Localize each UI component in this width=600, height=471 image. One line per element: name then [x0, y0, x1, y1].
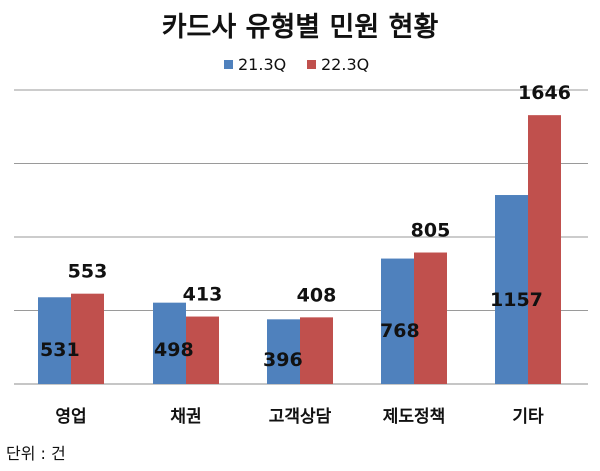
bar-21-3Q-4	[495, 195, 528, 384]
bar-22-3Q-0	[71, 293, 104, 384]
gridlines	[14, 89, 588, 385]
bar-21-3Q-0	[38, 297, 71, 384]
bar-22-3Q-1	[186, 316, 219, 384]
category-labels: 영업 채권 고객상담 제도정책 기타	[55, 407, 544, 427]
value-label-22-3Q-3: 805	[411, 220, 451, 242]
value-label-22-3Q-1: 413	[183, 284, 223, 306]
value-label-22-3Q-4: 1646	[518, 82, 571, 104]
category-label-3: 제도정책	[383, 407, 446, 427]
category-label-4: 기타	[512, 407, 544, 427]
value-labels: 531 553 498 413 396 408 768 805 1157 1646	[40, 82, 571, 371]
legend-swatch-22-3q	[307, 60, 316, 69]
chart-title: 카드사 유형별 민원 현황	[162, 12, 439, 43]
value-label-21-3Q-4: 1157	[490, 289, 543, 311]
bar-21-3Q-1	[153, 302, 186, 384]
unit-note: 단위 : 건	[6, 444, 66, 463]
value-label-22-3Q-0: 553	[68, 261, 108, 283]
value-label-21-3Q-0: 531	[40, 339, 80, 361]
legend-label-21-3q: 21.3Q	[238, 55, 286, 74]
category-label-0: 영업	[55, 407, 86, 427]
bar-21-3Q-3	[381, 258, 414, 384]
category-label-1: 채권	[170, 407, 201, 427]
bar-21-3Q-2	[267, 319, 300, 384]
value-label-21-3Q-2: 396	[263, 349, 303, 371]
legend: 21.3Q 22.3Q	[224, 55, 369, 74]
value-label-21-3Q-1: 498	[154, 339, 194, 361]
bar-22-3Q-2	[300, 317, 333, 384]
legend-label-22-3q: 22.3Q	[321, 55, 369, 74]
category-label-2: 고객상담	[269, 407, 332, 427]
legend-swatch-21-3q	[224, 60, 233, 69]
value-label-21-3Q-3: 768	[380, 320, 420, 342]
bar-22-3Q-4	[528, 115, 561, 385]
bars	[38, 115, 561, 385]
bar-22-3Q-3	[414, 252, 447, 384]
value-label-22-3Q-2: 408	[297, 284, 337, 306]
